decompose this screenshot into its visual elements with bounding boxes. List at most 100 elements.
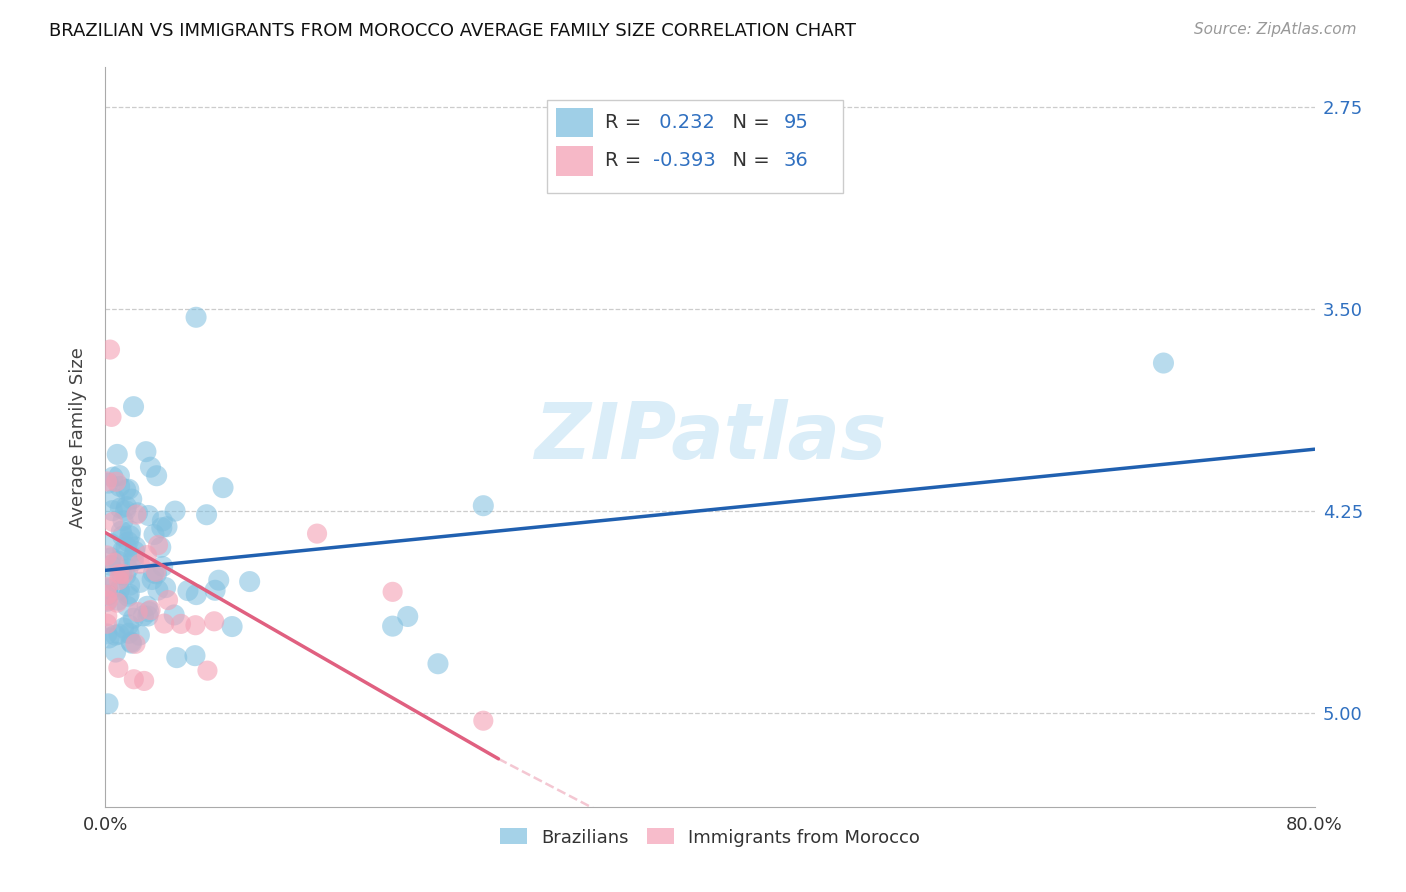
Point — [103, 574, 125, 588]
Y-axis label: Average Family Size: Average Family Size — [69, 347, 87, 527]
Point — [120, 524, 142, 539]
Point — [108, 566, 131, 581]
Point — [149, 541, 172, 555]
Point — [100, 550, 122, 565]
Point — [118, 529, 141, 543]
Point — [136, 609, 159, 624]
Point — [115, 540, 138, 554]
Point — [121, 636, 143, 650]
Text: Source: ZipAtlas.com: Source: ZipAtlas.com — [1194, 22, 1357, 37]
Point — [186, 588, 208, 602]
Point — [118, 483, 141, 497]
Point — [127, 506, 149, 520]
Point — [108, 479, 131, 493]
Text: BRAZILIAN VS IMMIGRANTS FROM MOROCCO AVERAGE FAMILY SIZE CORRELATION CHART: BRAZILIAN VS IMMIGRANTS FROM MOROCCO AVE… — [49, 22, 856, 40]
Point — [1153, 356, 1175, 370]
Point — [141, 573, 163, 587]
Point — [142, 566, 165, 580]
Point — [100, 409, 122, 424]
Point — [108, 573, 131, 587]
Point — [150, 514, 173, 528]
Point — [136, 599, 159, 614]
Point — [121, 492, 143, 507]
Point — [184, 648, 207, 663]
Point — [118, 587, 141, 601]
Point — [166, 650, 188, 665]
Point — [124, 544, 146, 558]
Point — [143, 527, 166, 541]
Point — [96, 588, 118, 602]
Bar — [557, 108, 593, 137]
Point — [96, 549, 118, 563]
Point — [124, 637, 146, 651]
Point — [96, 582, 118, 596]
Point — [101, 515, 124, 529]
Point — [136, 548, 159, 562]
Point — [103, 556, 125, 570]
Point — [132, 608, 155, 623]
Point — [112, 567, 135, 582]
Point — [145, 566, 167, 581]
Point — [98, 343, 121, 357]
Point — [107, 593, 129, 607]
Point — [114, 568, 136, 582]
Point — [208, 573, 231, 587]
Point — [221, 619, 243, 633]
Bar — [557, 146, 593, 176]
Point — [204, 583, 226, 598]
Point — [98, 631, 121, 645]
Point — [103, 491, 125, 506]
Point — [108, 582, 131, 597]
Point — [128, 557, 150, 571]
Point — [107, 661, 129, 675]
Point — [307, 526, 329, 541]
Point — [96, 580, 118, 594]
Point — [163, 504, 186, 518]
Point — [122, 550, 145, 565]
Point — [108, 468, 131, 483]
Point — [97, 476, 120, 491]
Point — [97, 593, 120, 607]
Point — [100, 536, 122, 550]
Point — [239, 574, 262, 589]
Point — [139, 603, 162, 617]
Point — [152, 559, 174, 574]
Point — [96, 594, 118, 608]
Point — [381, 619, 404, 633]
Point — [472, 499, 495, 513]
Point — [110, 524, 132, 539]
Point — [114, 483, 136, 497]
Point — [195, 508, 218, 522]
Point — [155, 581, 177, 595]
Point — [96, 627, 118, 641]
Point — [153, 616, 176, 631]
Point — [128, 628, 150, 642]
Text: 36: 36 — [783, 152, 808, 170]
Point — [107, 554, 129, 568]
Point — [125, 508, 148, 522]
FancyBboxPatch shape — [547, 100, 844, 193]
Point — [177, 583, 200, 598]
Point — [101, 503, 124, 517]
Point — [150, 521, 173, 535]
Point — [134, 673, 156, 688]
Point — [117, 534, 139, 549]
Point — [120, 635, 142, 649]
Point — [146, 583, 169, 598]
Point — [108, 627, 131, 641]
Point — [163, 607, 186, 622]
Point — [96, 616, 118, 631]
Point — [184, 618, 207, 632]
Point — [118, 617, 141, 632]
Point — [104, 645, 127, 659]
Point — [118, 578, 141, 592]
Point — [472, 714, 495, 728]
Point — [122, 672, 145, 686]
Point — [117, 589, 139, 603]
Point — [139, 460, 162, 475]
Point — [170, 616, 193, 631]
Point — [146, 538, 169, 552]
Text: 95: 95 — [783, 113, 808, 132]
Point — [112, 514, 135, 528]
Point — [396, 609, 419, 624]
